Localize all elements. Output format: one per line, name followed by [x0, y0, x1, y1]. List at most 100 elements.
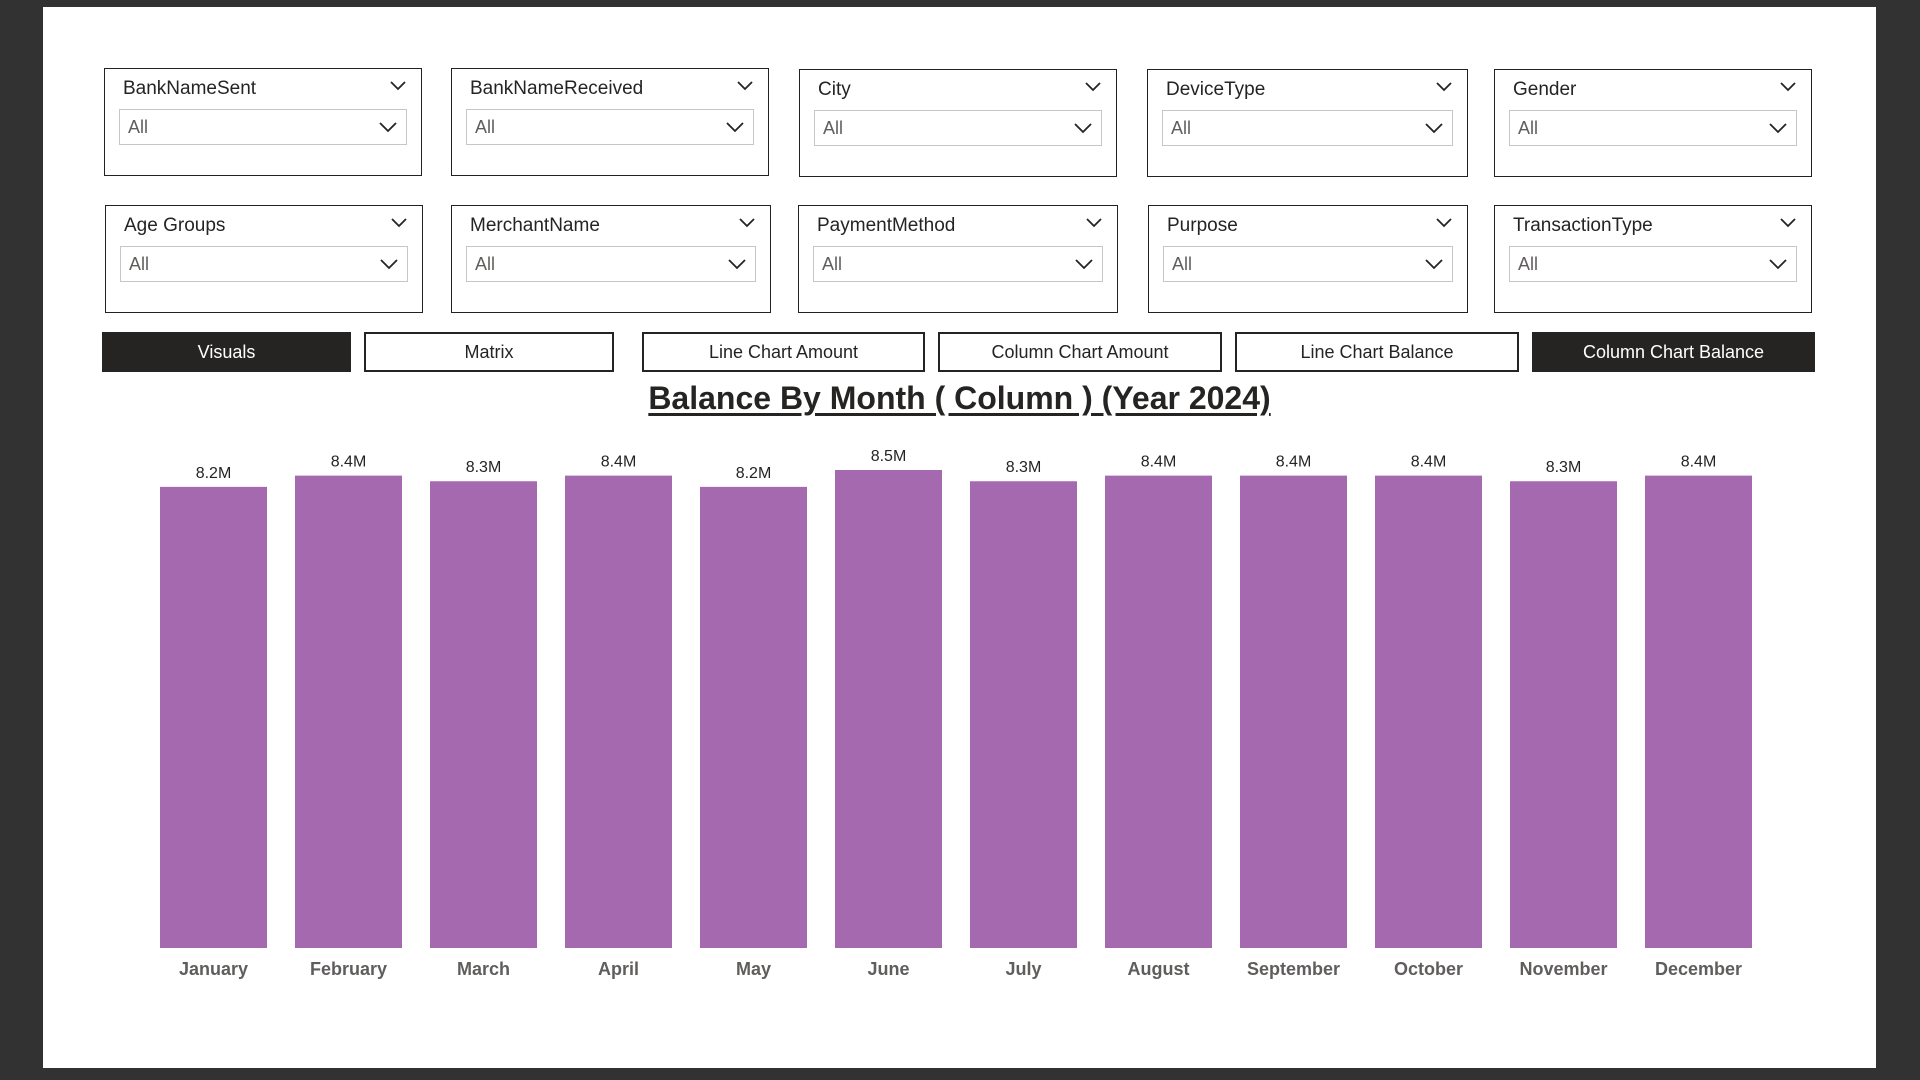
chevron-down-icon[interactable]	[1768, 257, 1788, 271]
bar-february[interactable]	[295, 475, 402, 948]
x-axis-tick-label: December	[1655, 959, 1742, 979]
bar-december[interactable]	[1645, 475, 1752, 948]
chevron-down-icon[interactable]	[725, 120, 745, 134]
slicer-header: Purpose	[1167, 214, 1453, 238]
chevron-down-icon[interactable]	[1085, 216, 1103, 230]
slicer-value: All	[1518, 118, 1539, 138]
chevron-down-icon[interactable]	[390, 216, 408, 230]
slicer-transaction-type[interactable]: TransactionType All	[1494, 205, 1812, 313]
x-axis-tick-label: February	[310, 959, 387, 979]
slicer-value: All	[128, 117, 149, 137]
slicer-merchant-name[interactable]: MerchantName All	[451, 205, 771, 313]
x-axis-tick-label: March	[457, 959, 510, 979]
data-label: 8.4M	[1276, 454, 1312, 471]
slicer-dropdown[interactable]: All	[813, 246, 1103, 282]
slicer-value: All	[1172, 254, 1193, 274]
slicer-title: TransactionType	[1513, 215, 1653, 236]
chevron-down-icon[interactable]	[1084, 80, 1102, 94]
slicer-dropdown[interactable]: All	[466, 246, 756, 282]
slicer-dropdown[interactable]: All	[1509, 246, 1797, 282]
chevron-down-icon[interactable]	[1435, 216, 1453, 230]
bar-april[interactable]	[565, 475, 672, 948]
bar-august[interactable]	[1105, 475, 1212, 948]
data-label: 8.5M	[871, 448, 907, 465]
nav-button-column-chart-balance[interactable]: Column Chart Balance	[1532, 332, 1815, 372]
slicer-gender[interactable]: Gender All	[1494, 69, 1812, 177]
chevron-down-icon[interactable]	[738, 216, 756, 230]
nav-button-line-chart-balance[interactable]: Line Chart Balance	[1235, 332, 1519, 372]
nav-button-line-chart-amount[interactable]: Line Chart Amount	[642, 332, 925, 372]
x-axis-tick-label: August	[1128, 959, 1190, 979]
data-label: 8.3M	[466, 459, 502, 476]
nav-button-visuals[interactable]: Visuals	[102, 332, 351, 372]
slicer-payment-method[interactable]: PaymentMethod All	[798, 205, 1118, 313]
data-label: 8.4M	[1681, 454, 1717, 471]
x-axis-tick-label: October	[1394, 959, 1463, 979]
slicer-value: All	[475, 254, 496, 274]
bar-may[interactable]	[700, 486, 807, 948]
bar-march[interactable]	[430, 481, 537, 948]
chevron-down-icon[interactable]	[1073, 121, 1093, 135]
slicer-dropdown[interactable]: All	[466, 109, 754, 145]
chart-title: Balance By Month ( Column ) (Year 2024)	[648, 380, 1271, 416]
bar-november[interactable]	[1510, 481, 1617, 948]
slicer-value: All	[129, 254, 150, 274]
chevron-down-icon[interactable]	[1779, 80, 1797, 94]
chevron-down-icon[interactable]	[1424, 121, 1444, 135]
slicer-value: All	[1171, 118, 1192, 138]
slicer-header: DeviceType	[1166, 78, 1453, 102]
slicer-age-groups[interactable]: Age Groups All	[105, 205, 423, 313]
x-axis-tick-label: April	[598, 959, 639, 979]
bar-june[interactable]	[835, 470, 942, 948]
slicer-value: All	[822, 254, 843, 274]
slicer-header: Age Groups	[124, 214, 408, 238]
chevron-down-icon[interactable]	[1074, 257, 1094, 271]
x-axis-tick-label: June	[867, 959, 909, 979]
slicer-purpose[interactable]: Purpose All	[1148, 205, 1468, 313]
slicer-dropdown[interactable]: All	[119, 109, 407, 145]
chevron-down-icon[interactable]	[1424, 257, 1444, 271]
nav-button-column-chart-amount[interactable]: Column Chart Amount	[938, 332, 1222, 372]
slicer-dropdown[interactable]: All	[120, 246, 408, 282]
slicer-header: MerchantName	[470, 214, 756, 238]
slicer-dropdown[interactable]: All	[1509, 110, 1797, 146]
column-chart: 8.2M January 8.4M February 8.3M March 8.4M Apri…	[160, 448, 1752, 979]
chevron-down-icon[interactable]	[1435, 80, 1453, 94]
slicer-title: Gender	[1513, 79, 1577, 100]
slicer-bank-name-sent[interactable]: BankNameSent All	[104, 68, 422, 176]
slicer-title: City	[818, 79, 851, 100]
slicer-header: BankNameSent	[123, 77, 407, 101]
bar-january[interactable]	[160, 486, 267, 948]
data-label: 8.2M	[736, 465, 772, 482]
chevron-down-icon[interactable]	[389, 79, 407, 93]
slicer-dropdown[interactable]: All	[1162, 110, 1453, 146]
bar-october[interactable]	[1375, 475, 1482, 948]
data-label: 8.3M	[1546, 459, 1582, 476]
bar-july[interactable]	[970, 481, 1077, 948]
slicer-title: Age Groups	[124, 215, 226, 236]
slicer-device-type[interactable]: DeviceType All	[1147, 69, 1468, 177]
data-label: 8.4M	[601, 454, 637, 471]
slicer-value: All	[475, 117, 496, 137]
chevron-down-icon[interactable]	[379, 257, 399, 271]
x-axis-tick-label: May	[736, 959, 771, 979]
x-axis-tick-label: September	[1247, 959, 1340, 979]
data-label: 8.4M	[1411, 454, 1447, 471]
x-axis-tick-label: July	[1005, 959, 1041, 979]
slicer-title: MerchantName	[470, 215, 600, 236]
nav-button-matrix[interactable]: Matrix	[364, 332, 614, 372]
data-label: 8.2M	[196, 465, 232, 482]
chevron-down-icon[interactable]	[736, 79, 754, 93]
slicer-dropdown[interactable]: All	[814, 110, 1102, 146]
slicer-bank-name-received[interactable]: BankNameReceived All	[451, 68, 769, 176]
x-axis-tick-label: November	[1519, 959, 1607, 979]
chevron-down-icon[interactable]	[1779, 216, 1797, 230]
chevron-down-icon[interactable]	[1768, 121, 1788, 135]
data-label: 8.4M	[331, 454, 367, 471]
slicer-value: All	[823, 118, 844, 138]
slicer-dropdown[interactable]: All	[1163, 246, 1453, 282]
bar-september[interactable]	[1240, 475, 1347, 948]
slicer-city[interactable]: City All	[799, 69, 1117, 177]
chevron-down-icon[interactable]	[727, 257, 747, 271]
chevron-down-icon[interactable]	[378, 120, 398, 134]
